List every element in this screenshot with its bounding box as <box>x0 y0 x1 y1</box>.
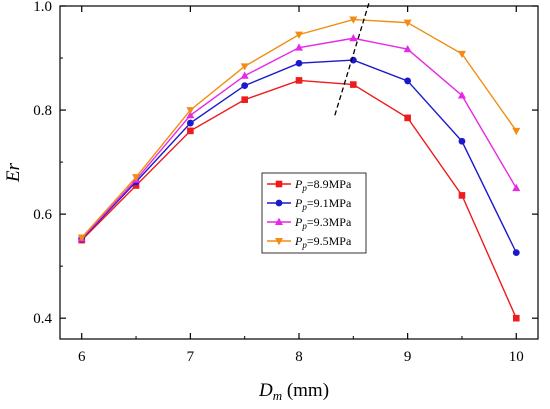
data-point <box>349 16 358 24</box>
axes-layer: 6 7 8 9 10 0.4 0.6 0.8 1.0 Dm (mm) Er <box>3 0 538 403</box>
x-tick-label: 9 <box>404 349 412 365</box>
series-3 <box>77 16 521 242</box>
data-point <box>187 127 194 135</box>
legend-swatch-marker <box>275 217 283 225</box>
x-tick-label: 6 <box>78 349 86 365</box>
data-point <box>512 183 521 192</box>
legend-entry: Pp=9.1MPa <box>267 196 352 212</box>
data-point <box>404 77 412 85</box>
legend-subscript: p <box>301 183 307 193</box>
legend-value: =9.1MPa <box>307 196 352 210</box>
legend-swatch-marker <box>275 238 283 246</box>
data-point <box>458 192 466 199</box>
data-point <box>457 91 466 99</box>
data-point <box>458 137 466 145</box>
legend-swatch-marker <box>275 199 283 207</box>
x-tick-label: 8 <box>295 349 303 365</box>
legend-subscript: p <box>301 202 307 212</box>
legend-value: =8.9MPa <box>307 177 352 191</box>
y-tick-label: 0.6 <box>33 207 52 223</box>
data-point <box>240 63 249 71</box>
data-point <box>132 174 141 182</box>
data-point <box>186 111 195 119</box>
legend-symbol: P <box>294 234 303 248</box>
data-point <box>77 234 86 242</box>
data-point <box>186 119 194 127</box>
data-point <box>403 19 412 27</box>
data-point <box>295 31 303 39</box>
series-2 <box>77 34 521 242</box>
data-point <box>240 71 249 79</box>
data-point <box>512 314 520 322</box>
data-point <box>512 127 521 136</box>
legend-swatch-marker <box>275 180 283 188</box>
data-point <box>186 107 195 115</box>
legend-symbol: P <box>294 196 303 210</box>
legend-label: Pp=9.3MPa <box>294 215 352 231</box>
legend-entry: Pp=9.3MPa <box>267 215 352 231</box>
y-axis-label: Er <box>3 162 24 183</box>
y-tick-label: 1.0 <box>33 0 52 15</box>
legend-symbol: P <box>294 177 303 191</box>
data-point <box>512 249 520 257</box>
x-tick-label: 7 <box>187 349 195 365</box>
annotation-layer <box>334 0 371 116</box>
dashed-annotation-line <box>334 0 371 116</box>
legend-label: Pp=8.9MPa <box>294 177 352 193</box>
y-tick-label: 0.4 <box>33 311 52 327</box>
x-axis-label-main: D <box>258 380 273 401</box>
x-axis-label: Dm (mm) <box>258 380 329 403</box>
legend-symbol: P <box>294 215 303 229</box>
series-layer <box>77 16 521 322</box>
data-point <box>295 59 303 67</box>
legend-entry: Pp=9.5MPa <box>267 234 352 250</box>
data-point <box>404 114 411 122</box>
data-point <box>132 182 140 189</box>
data-point <box>295 43 303 51</box>
x-axis-label-sub: m <box>273 388 282 403</box>
data-point <box>457 50 466 59</box>
y-tick-label: 0.8 <box>33 103 52 119</box>
legend-label: Pp=9.5MPa <box>294 234 352 250</box>
plot-area <box>59 5 539 340</box>
legend-entry: Pp=8.9MPa <box>267 177 352 193</box>
legend-subscript: p <box>301 240 307 250</box>
data-point <box>403 44 412 53</box>
data-point <box>295 77 303 84</box>
legend-value: =9.3MPa <box>307 215 352 229</box>
data-point <box>241 96 248 103</box>
plot-frame <box>59 5 539 340</box>
legend-subscript: p <box>301 221 307 231</box>
data-point <box>349 34 358 42</box>
legend-value: =9.5MPa <box>307 234 352 248</box>
data-point <box>241 82 249 90</box>
legend-label: Pp=9.1MPa <box>294 196 352 212</box>
x-axis-label-unit: (mm) <box>282 380 329 401</box>
data-point <box>350 81 357 88</box>
x-tick-label: 10 <box>509 349 524 365</box>
